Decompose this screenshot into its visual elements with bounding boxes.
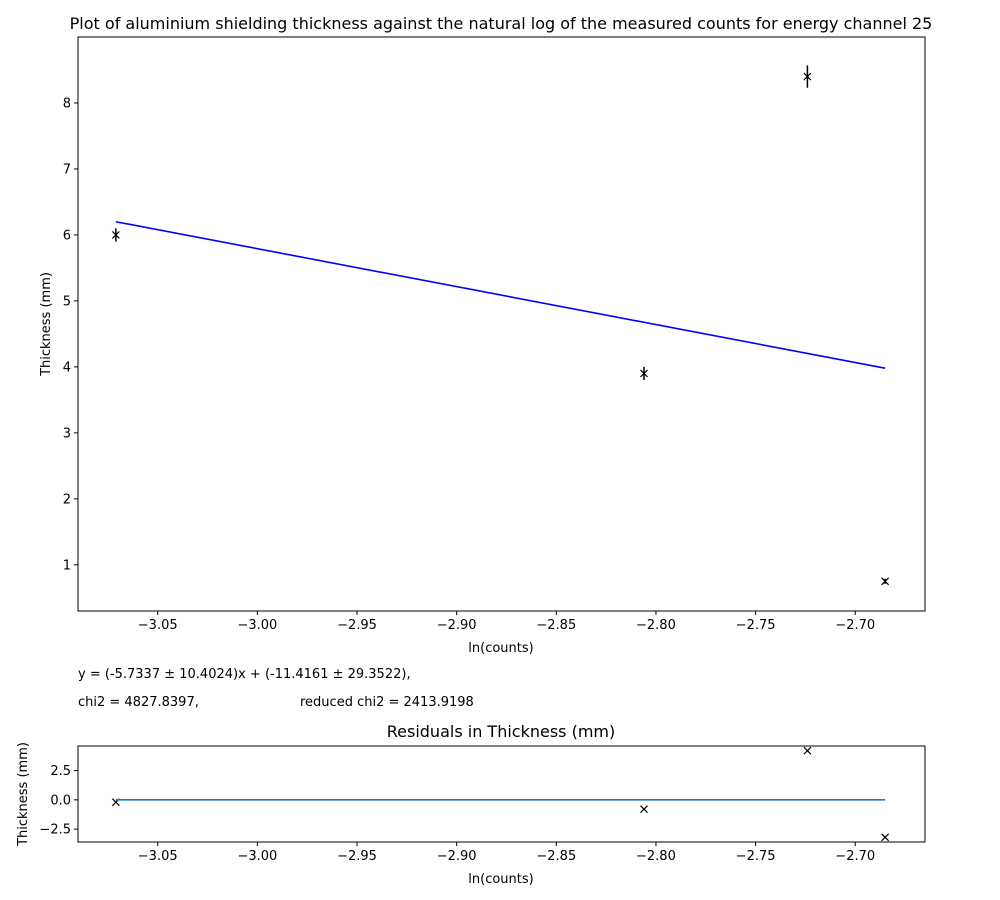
res-y-tick-label: 0.0 <box>50 793 71 808</box>
res-x-tick-label: −2.85 <box>536 849 576 864</box>
main-y-tick-label: 6 <box>63 228 71 243</box>
main-data-point <box>803 72 812 81</box>
main-chart-title: Plot of aluminium shielding thickness ag… <box>70 14 933 33</box>
residuals-x-axis: −3.05 −3.00 −2.95 −2.90 −2.85 −2.80 −2.75 −2.70 <box>138 842 875 864</box>
main-fit-line <box>115 220 886 369</box>
main-y-tick-label: 1 <box>63 558 71 573</box>
residuals-y-axis: 2.5 0.0 −2.5 <box>39 764 78 838</box>
res-x-tick-label: −3.00 <box>237 849 277 864</box>
main-x-tick-label: −2.90 <box>437 618 477 633</box>
main-x-tick-label: −2.85 <box>536 618 576 633</box>
res-x-tick-label: −2.75 <box>736 849 776 864</box>
res-x-tick-label: −2.90 <box>437 849 477 864</box>
main-y-tick-label: 5 <box>63 294 71 309</box>
chi2-text: chi2 = 4827.8397, <box>78 695 199 710</box>
residuals-x-axis-label: ln(counts) <box>468 872 533 887</box>
res-x-tick-label: −3.05 <box>138 849 178 864</box>
res-x-tick-label: −2.70 <box>835 849 875 864</box>
main-x-tick-label: −2.75 <box>736 618 776 633</box>
main-y-tick-label: 3 <box>63 426 71 441</box>
main-x-tick-label: −2.95 <box>337 618 377 633</box>
residuals-plot-frame <box>77 745 926 843</box>
main-x-axis-label: ln(counts) <box>468 641 533 656</box>
main-data-point <box>111 231 120 239</box>
main-data-point <box>640 369 648 378</box>
residuals-plot: −3.05 −3.00 −2.95 −2.90 −2.85 −2.80 −2.75 −2.70… <box>39 745 926 864</box>
residuals-y-axis-label: Thickness (mm) <box>16 742 31 847</box>
main-y-tick-label: 4 <box>63 360 71 375</box>
res-data-point <box>640 805 648 814</box>
main-y-tick-label: 7 <box>63 162 71 177</box>
res-data-point <box>881 833 890 842</box>
main-x-tick-label: −2.70 <box>835 618 875 633</box>
main-y-tick-label: 8 <box>63 96 71 111</box>
main-marks <box>111 65 890 586</box>
main-plot: −3.05 −3.00 −2.95 −2.90 −2.85 −2.80 −2.75 −2.70… <box>63 36 926 633</box>
res-x-tick-label: −2.80 <box>636 849 676 864</box>
residuals-chart-title: Residuals in Thickness (mm) <box>387 722 615 741</box>
main-x-tick-label: −3.05 <box>138 618 178 633</box>
residuals-marks <box>111 746 890 842</box>
res-data-point <box>803 746 812 755</box>
res-y-tick-label: −2.5 <box>39 823 71 838</box>
res-y-tick-label: 2.5 <box>50 764 71 779</box>
main-x-tick-label: −3.00 <box>237 618 277 633</box>
main-plot-frame <box>77 36 926 612</box>
main-y-axis-label: Thickness (mm) <box>39 272 54 377</box>
main-x-tick-label: −2.80 <box>636 618 676 633</box>
main-y-axis: 1 2 3 4 5 6 7 8 <box>63 96 78 573</box>
main-y-tick-label: 2 <box>63 492 71 507</box>
res-x-tick-label: −2.95 <box>337 849 377 864</box>
reduced-chi2-text: reduced chi2 = 2413.9198 <box>300 695 474 710</box>
main-x-axis: −3.05 −3.00 −2.95 −2.90 −2.85 −2.80 −2.75 −2.70 <box>138 611 875 633</box>
fit-equation-text: y = (-5.7337 ± 10.4024)x + (-11.4161 ± 2… <box>78 667 411 682</box>
main-data-point <box>881 577 890 586</box>
